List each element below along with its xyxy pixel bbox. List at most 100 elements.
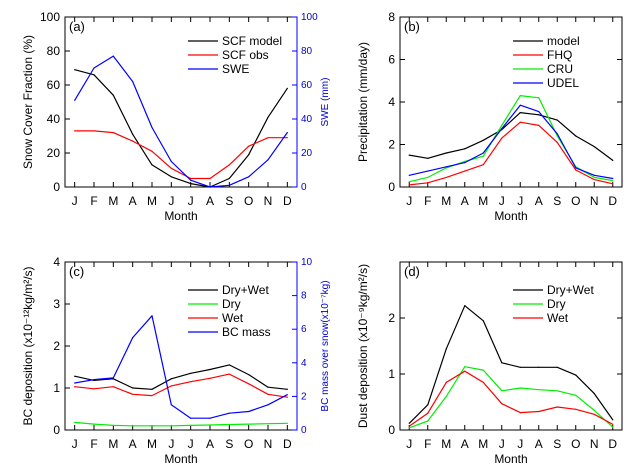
panel-c-legend-bc-mass-text: BC mass — [222, 325, 271, 339]
panel-d-x-axis-title: Month — [494, 452, 527, 466]
panel-a-series-swe-point — [74, 99, 76, 101]
panel-d-x-tick-label: M — [441, 437, 451, 451]
panel-c-series-dry-point — [209, 424, 211, 426]
panel-b-series-udel-line — [409, 104, 613, 180]
panel-a-x-tick-label: J — [168, 194, 174, 208]
panel-b-series-fhq-point — [464, 170, 466, 172]
panel-a-right-y-tick-label: 0 — [301, 182, 307, 193]
panel-c-series-dry-wet-point — [286, 388, 288, 390]
panel-d-x-tick-label: M — [478, 437, 488, 451]
panel-c-series-wet-point — [209, 377, 211, 379]
panel-d-x-tick-label: D — [608, 437, 617, 451]
panel-c-x-tick-label: F — [90, 437, 97, 451]
panel-a-series-swe-line — [74, 55, 288, 188]
panel-c-y-tick-label: 1 — [53, 381, 60, 395]
panel-b-series-fhq-point — [575, 169, 577, 171]
panel-c-series-dry-point — [93, 423, 95, 425]
panel-d-series-dry-wet-point — [445, 348, 447, 350]
panel-b-x-tick-label: A — [461, 194, 469, 208]
panel-a-right-y-tick-label: 80 — [301, 46, 313, 57]
panel-b-x-tick-label: J — [406, 194, 412, 208]
panel-b-series-fhq-line — [409, 121, 613, 186]
panel-c-series-wet-point — [151, 394, 153, 397]
panel-a-series-scf-obs-point — [151, 150, 153, 152]
panel-a-y-tick-label: 40 — [47, 112, 61, 126]
panel-c-series-bc-mass-point — [132, 337, 134, 339]
panel-b-series-model-point — [556, 119, 558, 121]
panel-b-legend-udel-text: UDEL — [547, 76, 579, 90]
panel-b-series-cru-point — [445, 167, 447, 169]
panel-c-right-y-tick-label: 10 — [301, 257, 313, 268]
panel-c-series-bc-mass-point — [248, 410, 250, 413]
panel-a-x-axis-title: Month — [164, 209, 197, 223]
panel-b-y-tick-label: 8 — [388, 10, 395, 24]
panel-b-x-tick-label: M — [441, 194, 451, 208]
panel-c-x-tick-label: J — [72, 437, 78, 451]
panel-d-series-wet-point — [501, 403, 503, 405]
panel-a-series-scf-model-point — [112, 94, 114, 96]
panel-b-series-cru-point — [501, 124, 503, 126]
panel-b-series-model-point — [612, 159, 614, 162]
panel-a-series-scf-model-point — [74, 69, 76, 71]
panel-b-x-tick-label: D — [608, 194, 617, 208]
panel-c-series-dry-line — [74, 421, 288, 427]
panel-a-series-scf-obs-point — [286, 137, 288, 139]
panel-d-series-wet-point — [519, 412, 521, 414]
panel-d-series-dry-point — [482, 369, 484, 371]
panel-a-x-tick-label: N — [264, 194, 273, 208]
panel-a-series-swe-point — [209, 186, 211, 188]
panel-a-series-swe-point — [248, 176, 250, 178]
panel-b-series-udel-point — [519, 104, 521, 106]
panel-d-y-axis-title: Dust deposition (x10⁻⁹kg/m²/s) — [356, 264, 370, 428]
panel-a-series-scf-obs-point — [132, 140, 134, 142]
panel-d-series-dry-point — [408, 427, 410, 429]
panel-c-series-bc-mass-point — [286, 394, 288, 396]
panel-d-series-dry-point — [501, 390, 503, 392]
panel-a-series-swe-point — [190, 179, 192, 181]
panel-b-legend-cru-text: CRU — [547, 62, 573, 76]
panel-c-label: (c) — [69, 264, 84, 279]
panel-a-series-swe-point — [112, 55, 114, 57]
panel-a-series-swe-point — [170, 160, 172, 163]
panel-d-x-tick-label: F — [424, 437, 431, 451]
panel-b-series-udel-point — [408, 174, 410, 176]
panel-a-x-tick-label: M — [108, 194, 118, 208]
panel-b-y-tick-label: 2 — [388, 138, 395, 152]
panel-c-series-dry-point — [170, 425, 172, 427]
panel-c-series-bc-mass-point — [170, 404, 172, 406]
panel-a-y-tick-label: 20 — [47, 146, 61, 160]
panel-a-series-scf-model-point — [170, 176, 172, 178]
panel-b-series-fhq-point — [427, 182, 429, 184]
panel-b-series-udel-point — [482, 152, 484, 154]
panel-c-legend-dry-wet-text: Dry+Wet — [222, 283, 269, 297]
panel-a-x-tick-label: A — [206, 194, 214, 208]
panel-c-series-wet-line — [74, 373, 288, 398]
panel-c-series-dry-point — [286, 422, 288, 424]
panel-c-series-dry-point — [132, 425, 134, 427]
panel-b-series-model-point — [445, 152, 447, 154]
panel-b-series-model-point — [482, 139, 484, 141]
panel-c-series-wet-point — [286, 396, 288, 398]
panel-d-y-tick-label: 1 — [388, 367, 395, 381]
panel-d-series-wet-line — [408, 370, 614, 427]
panel-b-x-tick-label: A — [535, 194, 543, 208]
panel-c-series-bc-mass-point — [112, 377, 114, 379]
panel-b-x-tick-label: O — [571, 194, 580, 208]
panel-c-right-y-tick-label: 6 — [301, 324, 307, 335]
panel-d-series-wet-point — [575, 408, 577, 410]
panel-b-label: (b) — [404, 19, 420, 34]
panel-a-series-scf-obs-point — [74, 130, 76, 132]
panel-b-series-cru-point — [427, 176, 429, 179]
panel-a-series-scf-obs-point — [112, 132, 114, 134]
panel-d-series-wet-point — [464, 370, 466, 372]
panel-b-x-axis-title: Month — [494, 209, 527, 223]
panel-a-series-scf-model-point — [190, 183, 192, 185]
panel-a-legend-scf-obs-text: SCF obs — [222, 48, 269, 62]
panel-b-series-udel-point — [427, 170, 429, 172]
panel-d-series-dry-wet-point — [593, 393, 595, 395]
panel-c-series-dry-wet-line — [74, 364, 288, 390]
panel-c-series-bc-mass-point — [93, 379, 95, 381]
panel-d-series-dry-line — [409, 366, 614, 429]
panel-c-series-dry-wet-point — [228, 364, 230, 366]
